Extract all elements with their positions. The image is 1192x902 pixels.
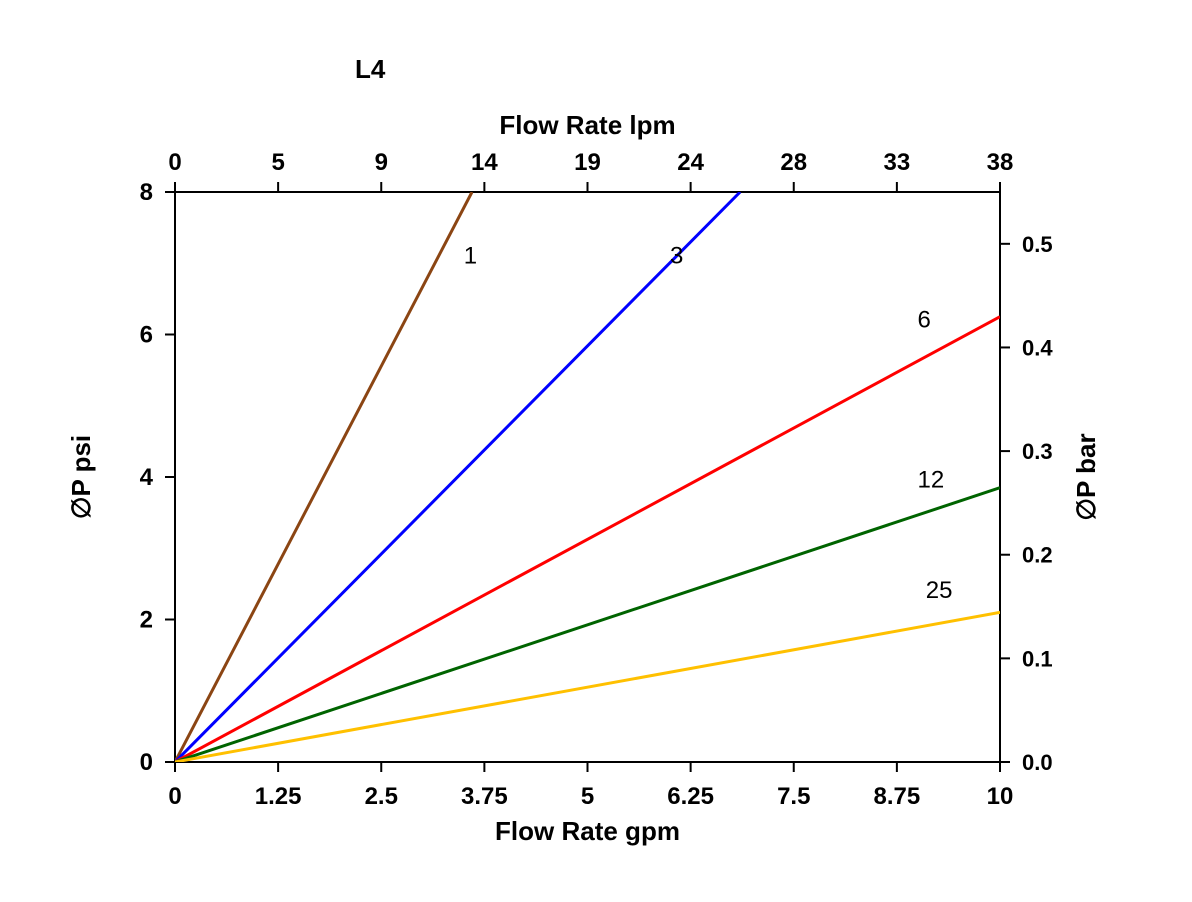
x-bottom-tick-label: 6.25 <box>667 783 714 810</box>
series-label-12: 12 <box>918 467 945 494</box>
y-right-tick-label: 0.0 <box>1022 750 1053 775</box>
y-right-tick-label: 0.5 <box>1022 232 1053 257</box>
x-bottom-title: Flow Rate gpm <box>495 816 680 846</box>
x-top-title: Flow Rate lpm <box>499 110 675 140</box>
series-6 <box>175 317 1000 762</box>
x-top-tick-label: 14 <box>471 149 498 176</box>
x-top-tick-label: 33 <box>884 149 911 176</box>
series-3 <box>175 192 740 762</box>
series-label-6: 6 <box>918 306 931 333</box>
x-bottom-tick-label: 10 <box>987 783 1014 810</box>
series-label-25: 25 <box>926 577 953 604</box>
x-bottom-tick-label: 3.75 <box>461 783 508 810</box>
plot-border <box>175 192 1000 762</box>
y-left-tick-label: 6 <box>140 322 153 349</box>
series-label-3: 3 <box>670 242 683 269</box>
x-top-tick-label: 0 <box>168 149 181 176</box>
y-right-tick-label: 0.4 <box>1022 335 1053 360</box>
x-bottom-tick-label: 0 <box>168 783 181 810</box>
y-left-tick-label: 2 <box>140 607 153 634</box>
x-top-tick-label: 38 <box>987 149 1014 176</box>
x-top-tick-label: 9 <box>375 149 388 176</box>
x-top-tick-label: 19 <box>574 149 601 176</box>
series-25 <box>175 612 1000 762</box>
chart-title: L4 <box>355 54 386 84</box>
x-bottom-tick-label: 8.75 <box>874 783 921 810</box>
series-12 <box>175 488 1000 762</box>
y-left-tick-label: 0 <box>140 749 153 776</box>
x-top-tick-label: 5 <box>271 149 284 176</box>
y-left-tick-label: 4 <box>140 464 154 491</box>
x-bottom-tick-label: 7.5 <box>777 783 810 810</box>
y-right-title: ∅P bar <box>1071 433 1101 520</box>
y-right-tick-label: 0.3 <box>1022 439 1053 464</box>
y-right-tick-label: 0.1 <box>1022 646 1053 671</box>
x-top-tick-label: 28 <box>780 149 807 176</box>
x-bottom-tick-label: 2.5 <box>365 783 398 810</box>
series-label-1: 1 <box>464 242 477 269</box>
y-left-title: ∅P psi <box>66 435 96 519</box>
y-right-tick-label: 0.2 <box>1022 543 1053 568</box>
pressure-drop-chart: 01.252.53.7556.257.58.7510Flow Rate gpm0… <box>0 0 1192 902</box>
chart-container: 01.252.53.7556.257.58.7510Flow Rate gpm0… <box>0 0 1192 902</box>
x-bottom-tick-label: 5 <box>581 783 594 810</box>
x-top-tick-label: 24 <box>677 149 704 176</box>
x-bottom-tick-label: 1.25 <box>255 783 302 810</box>
series-group <box>175 192 1000 762</box>
y-left-tick-label: 8 <box>140 179 153 206</box>
